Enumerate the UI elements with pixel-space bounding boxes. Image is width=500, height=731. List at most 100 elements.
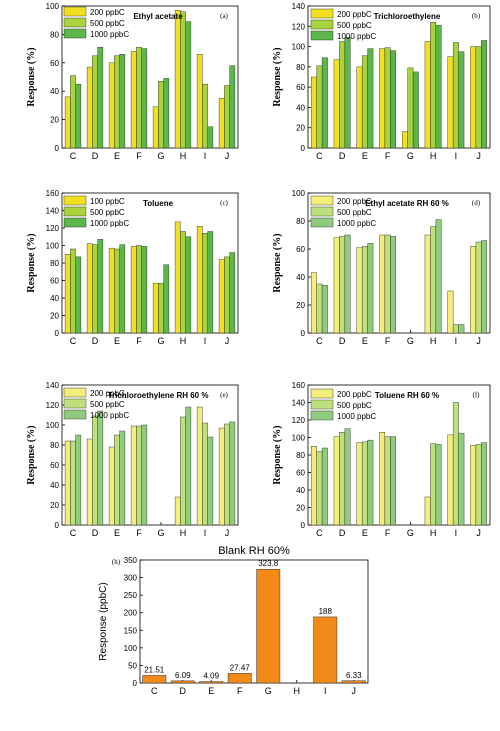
legend-label: 1000 ppbC: [337, 32, 376, 41]
panel-label: (a): [220, 12, 228, 20]
bar-1000-ppbC-E: [367, 48, 374, 149]
legend-label: 200 ppbC: [90, 389, 125, 398]
legend-label: 500 ppbC: [337, 21, 372, 30]
panel-6: 0 50 100 150 200 250 300 350 Response (ppbC) C D E F…: [98, 545, 369, 696]
y-tick-label: 40: [296, 486, 305, 495]
bar-500-ppbC-E: [114, 434, 120, 526]
y-tick-label: 100: [46, 2, 60, 11]
bar-200-ppbC-F: [379, 432, 386, 526]
x-tick-label: D: [92, 151, 99, 161]
bar-1000-ppbC-G: [163, 78, 170, 149]
bar-500-ppbC-D: [92, 55, 98, 149]
bar-500-ppbC-F: [136, 245, 142, 334]
bar-200-ppbC-C: [310, 76, 317, 149]
x-tick-label: F: [237, 686, 243, 696]
bar-500-ppbC-D: [339, 236, 346, 334]
legend-swatch: [310, 410, 334, 421]
bar-500-ppbC-F: [136, 46, 142, 149]
x-tick-label: I: [324, 686, 327, 696]
y-tick-label: 20: [296, 301, 305, 310]
bar-500-ppbC-J: [224, 256, 230, 334]
bar-500-ppbC-C: [70, 248, 76, 334]
bar-J: [341, 680, 366, 684]
x-tick-label: E: [362, 528, 368, 538]
bar-F: [227, 673, 252, 684]
y-tick-label: 60: [296, 245, 305, 254]
bar-1000-ppbC-D: [97, 410, 104, 526]
legend-label: 200 ppbC: [337, 197, 372, 206]
y-tick-label: 0: [55, 144, 60, 153]
bar-200-ppbC-H: [424, 234, 431, 334]
y-tick-label: 40: [50, 87, 59, 96]
legend-label: 500 ppbC: [90, 400, 125, 409]
legend-swatch: [63, 387, 87, 398]
x-tick-label: J: [476, 528, 481, 538]
bar-1000-ppbC-E: [367, 439, 374, 526]
legend-label: 500 ppbC: [90, 19, 125, 28]
x-tick-label: D: [339, 151, 346, 161]
bar-G: [256, 568, 281, 684]
bar-200-ppbC-E: [356, 442, 363, 526]
legend-swatch: [310, 195, 334, 206]
bar-1000-ppbC-I: [207, 126, 214, 149]
bar-500-ppbC-C: [316, 283, 323, 334]
legend-swatch: [310, 399, 334, 410]
bar-200-ppbC-C: [310, 272, 317, 334]
chart-title: Ethyl acetate RH 60 %: [365, 199, 449, 208]
y-tick-label: 100: [292, 189, 306, 198]
y-tick-label: 140: [46, 207, 60, 216]
x-tick-label: G: [157, 336, 164, 346]
bar-100-ppbC-J: [218, 259, 225, 334]
bar-500-ppbC-F: [136, 425, 142, 526]
panel-0: 0 20 40 60 80 100 Response (%) C D E F G H I J Ethyl ac…: [26, 2, 239, 161]
bar-200-ppbC-F: [130, 51, 137, 149]
bar-1000-ppbC-F: [390, 50, 397, 149]
y-axis-label: Response (%): [26, 425, 37, 484]
x-tick-label: E: [362, 151, 368, 161]
y-tick-label: 160: [292, 381, 306, 390]
plot-frame: [139, 559, 369, 684]
panel-label: (e): [220, 391, 228, 399]
legend-swatch: [63, 206, 87, 217]
bar-100-ppbC-I: [196, 226, 203, 334]
x-tick-label: C: [70, 528, 77, 538]
y-tick-label: 20: [50, 312, 59, 321]
bar-200-ppbC-H: [174, 496, 181, 526]
bar-500-ppbC-J: [475, 46, 482, 149]
bar-200-ppbC-J: [470, 245, 477, 334]
bar-500-ppbC-E: [361, 55, 368, 149]
x-tick-label: D: [339, 336, 346, 346]
x-tick-label: H: [430, 151, 437, 161]
bar-500-ppbC-E: [114, 248, 120, 334]
bar-200-ppbC-E: [108, 62, 115, 149]
bar-500-ppbC-I: [452, 324, 459, 334]
bar-1000-ppbC-C: [75, 434, 82, 526]
y-tick-label: 60: [50, 59, 59, 68]
bar-1000-ppbC-H: [435, 444, 442, 526]
panel-3: 0 20 40 60 80 100 Response (%) C D E F G H I J Ethyl ac…: [272, 189, 491, 346]
y-tick-label: 100: [124, 644, 138, 653]
bar-1000-ppbC-D: [97, 46, 104, 149]
bar-500-ppbC-E: [361, 441, 368, 526]
bar-200-ppbC-I: [447, 290, 454, 334]
bar-200-ppbC-I: [196, 54, 203, 149]
y-tick-label: 120: [46, 224, 60, 233]
bar-500-ppbC-E: [361, 245, 368, 334]
bar-1000-ppbC-I: [207, 231, 214, 334]
x-tick-label: G: [407, 528, 414, 538]
x-tick-label: F: [136, 151, 142, 161]
x-tick-label: J: [225, 336, 230, 346]
y-tick-label: 60: [296, 469, 305, 478]
y-axis-label: Response (%): [26, 233, 37, 292]
bar-200-ppbC-J: [470, 46, 477, 149]
bar-100-ppbC-D: [86, 243, 93, 334]
bar-200-ppbC-F: [130, 425, 137, 526]
bar-1000-ppbC-J: [229, 421, 236, 526]
panel-2: 0 20 40 60 80 100 120 140 160 Response (%) C D E F G H I…: [26, 189, 239, 346]
legend-label: 200 ppbC: [90, 8, 125, 17]
bar-500-ppbC-D: [92, 415, 98, 526]
y-tick-label: 40: [50, 294, 59, 303]
chart-title: Toluene: [143, 199, 174, 208]
bar-200-ppbC-I: [447, 434, 454, 526]
bar-200-ppbC-E: [356, 247, 363, 334]
